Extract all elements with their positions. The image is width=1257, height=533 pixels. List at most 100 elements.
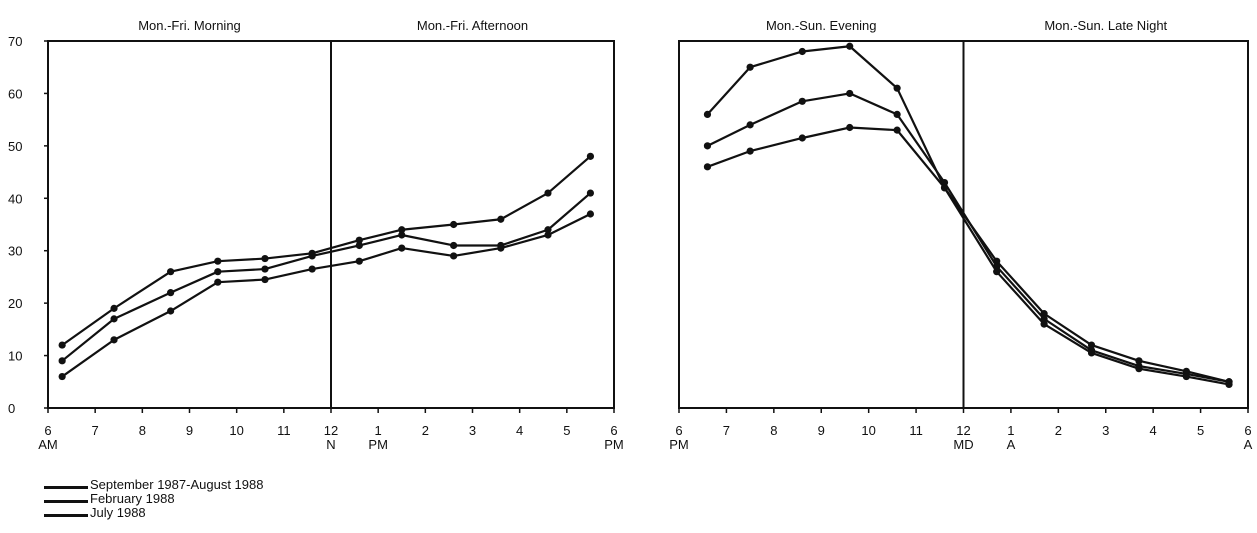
y-tick-label: 20 xyxy=(8,296,22,311)
data-point xyxy=(746,121,754,129)
data-point xyxy=(398,244,406,252)
y-tick-label: 10 xyxy=(8,349,22,364)
series-line-2 xyxy=(706,92,1230,383)
legend-swatch xyxy=(44,514,88,517)
data-point xyxy=(214,278,222,286)
data-point xyxy=(703,142,712,150)
x-tick-label: 9 xyxy=(186,423,193,438)
section-title: Mon.-Sun. Late Night xyxy=(1044,18,1167,33)
data-point xyxy=(214,257,222,265)
legend-swatch xyxy=(44,486,88,489)
x-tick-sublabel: A xyxy=(1244,437,1253,452)
data-point xyxy=(586,189,595,197)
data-point xyxy=(58,372,66,381)
x-tick-sublabel: N xyxy=(326,437,335,452)
x-tick-label: 12 xyxy=(324,423,338,438)
data-point xyxy=(746,63,754,71)
y-tick-label: 70 xyxy=(8,34,22,49)
data-point xyxy=(1087,341,1096,349)
data-point xyxy=(398,226,406,234)
data-point xyxy=(1182,372,1190,381)
x-tick-label: 3 xyxy=(469,423,476,438)
series-line-3 xyxy=(61,213,591,378)
data-point xyxy=(1135,357,1143,365)
data-point xyxy=(798,134,806,142)
x-tick-sublabel: PM xyxy=(669,437,689,452)
series-line-2 xyxy=(61,192,592,362)
data-point xyxy=(544,226,552,234)
data-point xyxy=(1087,349,1096,357)
x-tick-label: 4 xyxy=(1150,423,1157,438)
data-point xyxy=(355,257,363,265)
x-tick-label: 6 xyxy=(610,423,617,438)
data-point xyxy=(940,184,949,192)
x-tick-sublabel: PM xyxy=(604,437,624,452)
legend-swatch xyxy=(44,500,88,503)
data-point xyxy=(261,275,269,284)
x-tick-label: 3 xyxy=(1102,423,1109,438)
data-point xyxy=(58,341,66,349)
data-point xyxy=(167,307,175,315)
x-tick-label: 9 xyxy=(818,423,825,438)
data-point xyxy=(110,315,118,323)
data-point xyxy=(308,252,316,260)
x-tick-label: 7 xyxy=(723,423,730,438)
data-point xyxy=(58,357,66,365)
data-point xyxy=(846,42,854,50)
data-point xyxy=(450,220,458,229)
x-tick-label: 2 xyxy=(422,423,429,438)
x-tick-label: 5 xyxy=(1197,423,1204,438)
data-point xyxy=(586,152,595,160)
section-title: Mon.-Fri. Morning xyxy=(138,18,241,33)
y-tick-label: 60 xyxy=(8,86,22,101)
x-tick-label: 7 xyxy=(92,423,99,438)
series-line-3 xyxy=(707,126,1230,386)
x-tick-label: 6 xyxy=(44,423,51,438)
data-point xyxy=(497,215,505,223)
legend-label: September 1987-August 1988 xyxy=(90,477,264,492)
series-line-1 xyxy=(706,45,1230,383)
data-point xyxy=(798,47,806,56)
x-tick-label: 2 xyxy=(1055,423,1062,438)
data-point xyxy=(308,265,316,273)
series-line-1 xyxy=(61,155,592,346)
data-point xyxy=(703,110,712,118)
data-point xyxy=(450,252,458,260)
data-point xyxy=(355,241,363,250)
data-point xyxy=(450,241,458,250)
data-point xyxy=(214,268,222,276)
x-tick-label: 11 xyxy=(277,423,291,438)
x-tick-label: 8 xyxy=(139,423,146,438)
x-tick-sublabel: AM xyxy=(38,437,58,452)
data-point xyxy=(497,244,505,252)
data-point xyxy=(110,304,118,312)
data-point xyxy=(746,147,754,155)
data-point xyxy=(261,254,269,263)
data-point xyxy=(544,231,552,239)
data-point xyxy=(893,126,901,134)
data-point xyxy=(167,289,175,297)
x-tick-label: 10 xyxy=(861,423,875,438)
data-point xyxy=(110,336,118,344)
x-tick-label: 6 xyxy=(675,423,682,438)
x-tick-label: 1 xyxy=(1007,423,1014,438)
data-point xyxy=(398,231,406,239)
data-point xyxy=(703,163,712,171)
data-point xyxy=(1225,380,1233,389)
data-point xyxy=(846,123,854,132)
data-point xyxy=(798,97,806,105)
y-tick-label: 30 xyxy=(8,244,22,259)
x-tick-label: 8 xyxy=(770,423,777,438)
data-point xyxy=(893,110,901,118)
y-tick-label: 50 xyxy=(8,139,22,154)
data-point xyxy=(586,210,595,218)
data-point xyxy=(846,89,854,98)
data-point xyxy=(893,84,901,92)
legend-label: February 1988 xyxy=(90,491,175,506)
data-point xyxy=(1040,320,1048,328)
section-title: Mon.-Sun. Evening xyxy=(766,18,877,33)
data-point xyxy=(993,268,1001,276)
chart-panel-left: Mon.-Fri. Morning Mon.-Fri. Afternoon 0 10 2… xyxy=(8,18,624,452)
data-point xyxy=(544,189,552,197)
